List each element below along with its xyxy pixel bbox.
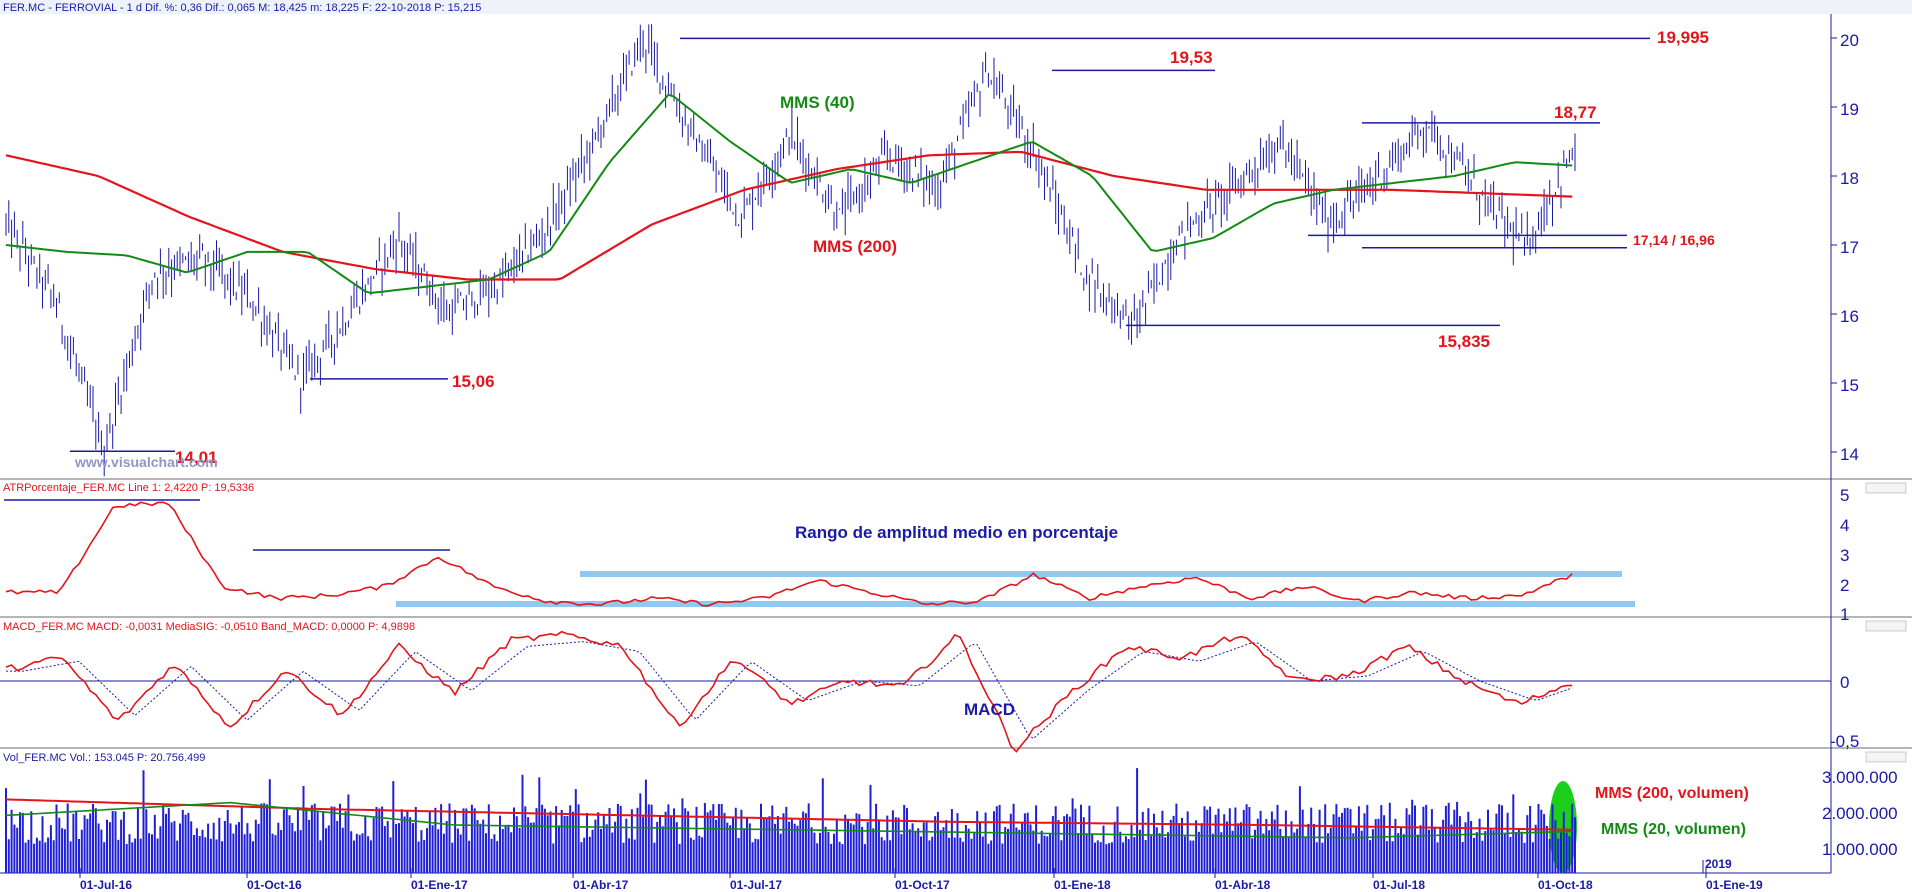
volume-tick: 3.000.000 — [1822, 768, 1898, 787]
x-axis-labels: 01-Jul-16 01-Oct-16 01-Ene-17 01-Abr-17 … — [80, 878, 1763, 892]
macd-tick: -0,5 — [1830, 732, 1859, 751]
macd-panel — [0, 630, 1831, 753]
volume-tick: 2.000.000 — [1822, 804, 1898, 823]
price-tick: 17 — [1840, 238, 1859, 257]
level-19995-label: 19,995 — [1657, 28, 1709, 47]
level-15835-label: 15,835 — [1438, 332, 1490, 351]
price-y-axis: 20 19 18 17 16 15 14 — [1840, 31, 1859, 464]
x-tick-label: 01-Jul-16 — [80, 878, 132, 892]
volume-y-axis: 3.000.000 2.000.000 1.000.000 — [1822, 768, 1898, 859]
atr-tick: 4 — [1840, 516, 1849, 535]
level-1714-label: 17,14 / 16,96 — [1633, 232, 1715, 248]
x-tick-label: 01-Ene-19 — [1706, 878, 1763, 892]
price-header: FER.MC - FERROVIAL - 1 d Dif. %: 0,36 Di… — [3, 2, 481, 14]
price-tick: 15 — [1840, 376, 1859, 395]
price-tick: 20 — [1840, 31, 1859, 50]
price-tick: 18 — [1840, 169, 1859, 188]
x-tick-label: 01-Jul-18 — [1373, 878, 1425, 892]
level-1877-label: 18,77 — [1554, 103, 1597, 122]
x-tick-label: 01-Oct-17 — [895, 878, 950, 892]
volume-ma200-line — [5, 798, 1573, 831]
ma40-line — [5, 93, 1573, 295]
x-tick-label: 01-Jul-17 — [730, 878, 782, 892]
x-tick-label: 01-Oct-16 — [247, 878, 302, 892]
macd-header: MACD_FER.MC MACD: -0,0031 MediaSIG: -0,0… — [3, 621, 415, 633]
x-tick-label: 01-Oct-18 — [1538, 878, 1593, 892]
macd-tick: 0 — [1840, 673, 1849, 692]
macd-y-axis: 0 -0,5 — [1830, 673, 1859, 751]
ma40-label: MMS (40) — [780, 93, 855, 112]
volume-header: Vol_FER.MC Vol.: 153.045 P: 20.756.499 — [3, 752, 205, 764]
price-tick: 14 — [1840, 445, 1859, 464]
header-strip — [0, 0, 1912, 14]
volume-bars — [5, 768, 1576, 873]
atr-tick: 3 — [1840, 546, 1849, 565]
ma200-label: MMS (200) — [813, 237, 897, 256]
ma200-line — [5, 150, 1573, 281]
macd-signal-line — [6, 641, 1573, 740]
level-1506-label: 15,06 — [452, 372, 495, 391]
volume-ma20-line — [5, 801, 1573, 839]
x-tick-label: 01-Abr-18 — [1215, 878, 1271, 892]
x-tick-label: 01-Abr-17 — [573, 878, 629, 892]
price-bars — [5, 24, 1576, 477]
atr-tick: 2 — [1840, 576, 1849, 595]
year-marker-label: 2019 — [1705, 857, 1732, 871]
level-1401-label: 14,01 — [175, 448, 218, 467]
panel-window-controls — [1865, 620, 1907, 632]
watermark: www.visualchart.com — [74, 454, 218, 470]
panel-window-controls — [1865, 751, 1907, 763]
price-tick: 19 — [1840, 100, 1859, 119]
atr-title: Rango de amplitud medio en porcentaje — [795, 523, 1118, 542]
atr-tick: 5 — [1840, 486, 1849, 505]
price-panel — [5, 24, 1837, 477]
volume-panel — [5, 768, 1577, 873]
atr-panel — [4, 499, 1635, 607]
atr-line — [5, 501, 1573, 607]
vol-ma200-label: MMS (200, volumen) — [1595, 785, 1749, 802]
macd-line — [5, 630, 1573, 753]
macd-label: MACD — [964, 700, 1015, 719]
panel-window-controls — [1865, 482, 1907, 494]
volume-tick: 1.000.000 — [1822, 840, 1898, 859]
price-tick: 16 — [1840, 307, 1859, 326]
panel-frames — [0, 0, 1912, 874]
x-tick-label: 01-Ene-18 — [1054, 878, 1111, 892]
x-axis — [79, 860, 1707, 878]
level-1953-label: 19,53 — [1170, 48, 1213, 67]
x-tick-label: 01-Ene-17 — [411, 878, 468, 892]
atr-y-axis: 5 4 3 2 1 — [1840, 486, 1849, 624]
vol-ma20-label: MMS (20, volumen) — [1601, 821, 1746, 838]
atr-tick: 1 — [1840, 605, 1849, 624]
atr-header: ATRPorcentaje_FER.MC Line 1: 2,4220 P: 1… — [3, 482, 254, 494]
